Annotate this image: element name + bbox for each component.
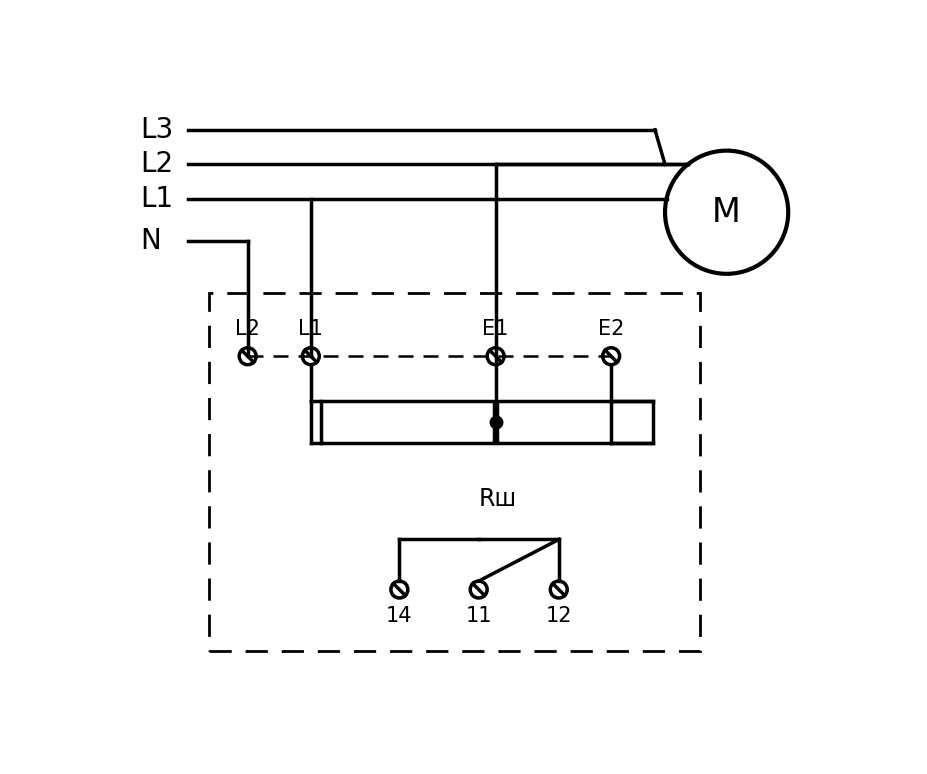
Bar (321, 401, 493, 444)
Text: M: M (712, 196, 740, 229)
Bar (209, 293, 699, 651)
Bar (497, 401, 653, 444)
Text: N: N (140, 227, 160, 255)
Text: E1: E1 (482, 320, 508, 339)
Text: 14: 14 (386, 607, 413, 626)
Text: 12: 12 (545, 607, 571, 626)
Text: Rш: Rш (478, 487, 516, 511)
Text: L2: L2 (235, 320, 260, 339)
Text: L1: L1 (140, 185, 172, 213)
Text: E2: E2 (597, 320, 624, 339)
Text: 11: 11 (465, 607, 491, 626)
Text: L2: L2 (140, 150, 172, 179)
Text: L1: L1 (298, 320, 323, 339)
Text: L3: L3 (140, 116, 173, 144)
